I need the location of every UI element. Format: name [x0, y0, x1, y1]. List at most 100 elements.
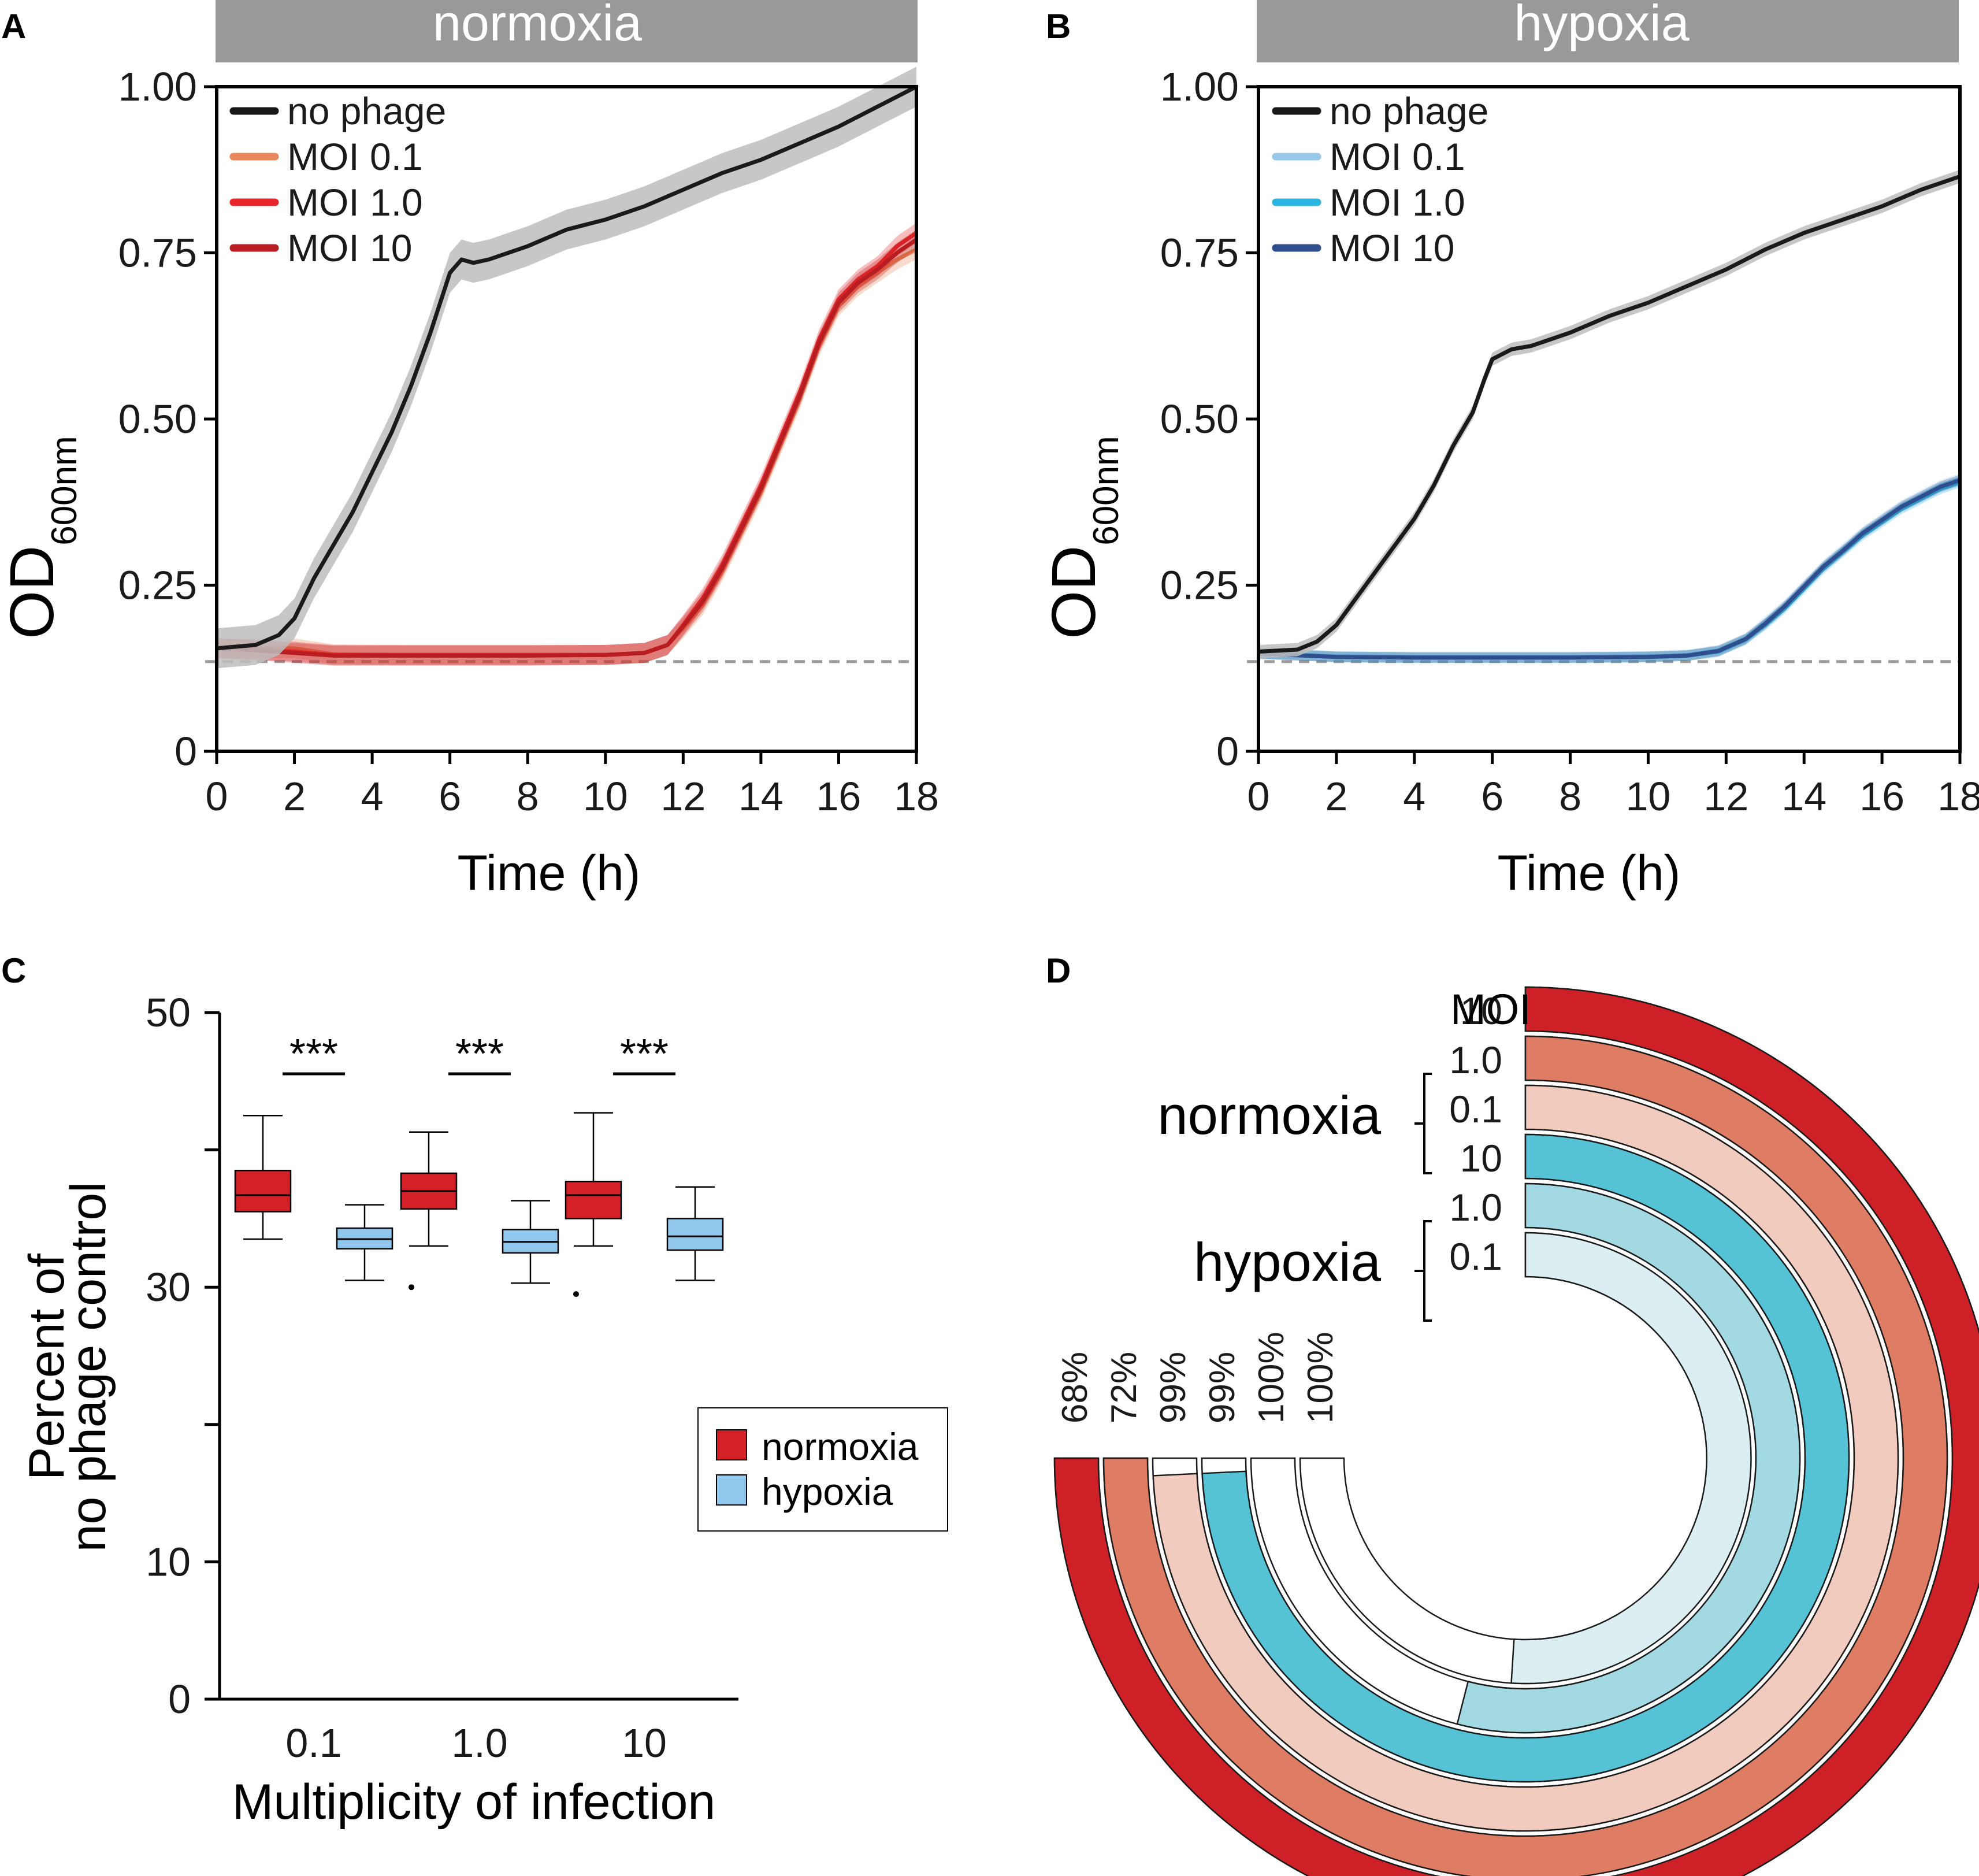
panel-b-ylabel-sub: 600nm: [1086, 436, 1126, 546]
c-sig-label-1: ***: [455, 1031, 504, 1077]
c-ytick-label-3: 50: [146, 990, 191, 1035]
panel-a-letter: A: [1, 7, 26, 46]
legend-c-label-normoxia: normoxia: [762, 1425, 919, 1468]
d-ring-moi-2: 0.1: [1449, 1088, 1502, 1130]
panel-b-ylabel-main: OD: [1038, 546, 1108, 639]
panel-a-ylabel-main: OD: [0, 546, 66, 639]
c-outlier-0-2-0: [573, 1291, 579, 1297]
c-xtick-label-2: 10: [622, 1721, 667, 1766]
b-xtick-label-0: 0: [1247, 774, 1270, 819]
panel-c-xlabel: Multiplicity of infection: [232, 1774, 715, 1830]
a-xtick-label-8: 16: [816, 774, 862, 819]
c-ytick-label-0: 0: [168, 1677, 191, 1722]
d-percent-label-2: 99%: [1153, 1352, 1193, 1423]
c-box-0-2: [565, 1180, 622, 1219]
d-percent-label-1: 72%: [1104, 1352, 1144, 1423]
a-ytick-label-3: 0.75: [118, 231, 197, 276]
a-xtick-label-6: 12: [660, 774, 706, 819]
d-ring-fill-5: [1510, 1232, 1752, 1685]
plot-a: 0 0.25 0.50 0.75 1.00 0 2 4 6 8 10 12 14 16 18: [118, 64, 939, 819]
b-xtick-label-5: 10: [1626, 774, 1671, 819]
legend-c-swatch-normoxia: [716, 1429, 747, 1460]
a-ytick-label-2: 0.50: [118, 396, 197, 442]
c-ytick-label-1: 10: [146, 1539, 191, 1584]
a-xtick-label-1: 2: [283, 774, 306, 819]
panel-b-header: hypoxia: [1514, 0, 1689, 51]
plot-c: 0 10 30 50 0.1 *** 1.0 *** 10 ***: [146, 990, 738, 1766]
legend-c-swatch-hypoxia: [716, 1474, 747, 1506]
b-xtick-label-7: 14: [1781, 774, 1826, 819]
d-ring-moi-5: 0.1: [1449, 1235, 1502, 1278]
panel-a-ylabel: OD600nm: [0, 436, 84, 639]
b-series-3: [1258, 478, 1961, 660]
d-ring-fill-3: [1201, 1133, 1850, 1783]
a-series-3: [216, 238, 918, 658]
panel-d-group-hypoxia: hypoxia: [1194, 1232, 1382, 1292]
legend-c-label-hypoxia: hypoxia: [762, 1470, 893, 1513]
b-legend-label-2: MOI 1.0: [1330, 181, 1465, 224]
b-series-0: [1258, 174, 1961, 654]
a-xtick-label-5: 10: [583, 774, 628, 819]
d-ring-fill-2: [1152, 1084, 1899, 1832]
panel-a-ylabel-sub: 600nm: [44, 436, 84, 546]
d-ring-fill-0: [1053, 986, 1979, 1876]
panel-a-header-bar: [216, 0, 918, 62]
b-ytick-label-0: 0: [1216, 729, 1239, 774]
plot-b: 0 0.25 0.50 0.75 1.00 0 2 4 6 8 10 12 14 16 18: [1160, 64, 1979, 819]
panel-c-letter: C: [1, 951, 26, 990]
d-ring-moi-0: 10: [1460, 989, 1502, 1032]
panel-d-letter: D: [1046, 951, 1071, 990]
panel-c-ylabel-line1: Percent of: [19, 1253, 75, 1480]
panel-c: C 0 10 30 50 0.1 *** 1.0 *** 10 *** Multiplicity …: [1, 951, 948, 1830]
panel-b: B hypoxia 0 0.25 0.50 0.75 1.00 0 2 4 6 8 10 12 14 16…: [1038, 0, 1979, 901]
panel-a-xlabel: Time (h): [458, 846, 641, 901]
b-xtick-label-6: 12: [1703, 774, 1748, 819]
c-box-0-0: [234, 1169, 292, 1213]
d-percent-label-0: 68%: [1055, 1352, 1095, 1423]
b-xtick-label-4: 8: [1559, 774, 1581, 819]
c-xtick-label-0: 0.1: [285, 1721, 341, 1766]
a-xtick-label-2: 4: [361, 774, 384, 819]
b-ytick-label-4: 1.00: [1160, 64, 1239, 109]
c-box-1-2: [666, 1218, 724, 1251]
legend-c-frame: [697, 1407, 948, 1532]
b-legend-label-0: no phage: [1330, 90, 1488, 132]
b-legend-label-3: MOI 10: [1330, 227, 1454, 269]
panel-b-header-bar: [1257, 0, 1959, 62]
a-legend-label-1: MOI 0.1: [287, 135, 423, 178]
a-band-0: [217, 66, 916, 669]
legend-c: normoxia hypoxia: [697, 1407, 948, 1532]
b-xtick-label-8: 16: [1859, 774, 1904, 819]
b-xtick-label-2: 4: [1403, 774, 1425, 819]
d-ring-moi-3: 10: [1460, 1137, 1502, 1180]
panel-a-header: normoxia: [433, 0, 642, 51]
a-xtick-label-4: 8: [517, 774, 539, 819]
b-xtick-label-1: 2: [1325, 774, 1347, 819]
a-legend-label-2: MOI 1.0: [287, 181, 423, 224]
b-ytick-label-2: 0.50: [1160, 396, 1239, 442]
d-percent-label-4: 100%: [1252, 1332, 1291, 1423]
b-ytick-label-1: 0.25: [1160, 563, 1239, 608]
d-ring-fill-4: [1456, 1182, 1801, 1734]
b-xtick-label-9: 18: [1937, 774, 1979, 819]
a-ytick-label-4: 1.00: [118, 64, 197, 109]
a-legend-label-0: no phage: [287, 90, 446, 132]
c-sig-label-0: ***: [289, 1031, 338, 1077]
a-xtick-label-3: 6: [439, 774, 461, 819]
panel-b-xlabel: Time (h): [1498, 846, 1681, 901]
c-xtick-label-1: 1.0: [451, 1721, 507, 1766]
d-ring-moi-1: 1.0: [1449, 1039, 1502, 1081]
c-sig-label-2: ***: [620, 1031, 669, 1077]
a-xtick-label-7: 14: [738, 774, 784, 819]
b-legend-label-1: MOI 0.1: [1330, 135, 1465, 178]
a-ytick-label-0: 0: [174, 729, 197, 774]
d-ring-moi-4: 1.0: [1449, 1186, 1502, 1229]
d-percent-label-5: 100%: [1301, 1332, 1341, 1423]
panel-b-letter: B: [1046, 7, 1071, 46]
c-outlier-0-1-0: [409, 1284, 414, 1291]
a-series-0: [216, 84, 918, 651]
